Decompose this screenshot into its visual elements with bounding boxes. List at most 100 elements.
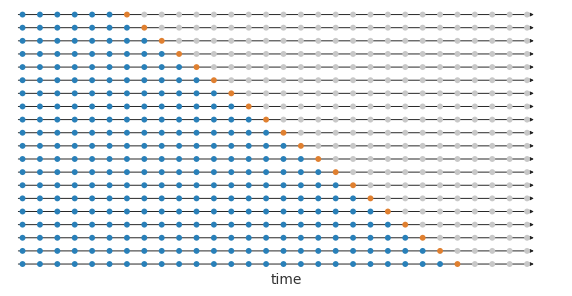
Point (244, 91, 253, 96)
Point (174, 235, 184, 240)
Point (366, 222, 375, 227)
Point (296, 130, 305, 135)
Point (53, 130, 62, 135)
Point (70, 144, 80, 148)
Point (261, 144, 271, 148)
Point (35, 157, 45, 161)
Point (331, 91, 340, 96)
Point (435, 38, 444, 43)
Point (53, 157, 62, 161)
Point (296, 144, 305, 148)
Point (53, 52, 62, 56)
Point (261, 183, 271, 188)
Point (157, 157, 166, 161)
Point (35, 130, 45, 135)
Point (418, 235, 427, 240)
Point (88, 130, 97, 135)
Point (122, 38, 132, 43)
Point (261, 196, 271, 201)
Point (140, 209, 149, 214)
Point (227, 52, 236, 56)
Point (88, 52, 97, 56)
Point (488, 235, 497, 240)
Point (383, 222, 392, 227)
Point (70, 104, 80, 109)
Point (122, 235, 132, 240)
Point (105, 38, 114, 43)
Point (140, 117, 149, 122)
Point (505, 249, 514, 253)
Point (122, 78, 132, 83)
Point (209, 104, 219, 109)
Point (505, 12, 514, 17)
Point (435, 249, 444, 253)
Point (435, 209, 444, 214)
Point (453, 157, 462, 161)
Point (435, 196, 444, 201)
Point (366, 117, 375, 122)
Point (435, 91, 444, 96)
Point (313, 65, 323, 70)
Point (192, 12, 201, 17)
Point (122, 65, 132, 70)
Point (296, 209, 305, 214)
Point (140, 130, 149, 135)
Point (488, 91, 497, 96)
Point (140, 262, 149, 266)
Point (140, 235, 149, 240)
Point (453, 130, 462, 135)
Point (383, 130, 392, 135)
Point (522, 157, 531, 161)
Point (18, 12, 27, 17)
Point (35, 249, 45, 253)
Point (313, 117, 323, 122)
Point (53, 91, 62, 96)
Point (18, 235, 27, 240)
Point (366, 104, 375, 109)
Point (174, 222, 184, 227)
Point (88, 183, 97, 188)
Point (105, 25, 114, 30)
Point (383, 144, 392, 148)
Point (174, 117, 184, 122)
Point (313, 78, 323, 83)
Point (105, 65, 114, 70)
Point (227, 25, 236, 30)
Point (313, 209, 323, 214)
Point (174, 196, 184, 201)
Point (279, 91, 288, 96)
Point (348, 104, 358, 109)
Point (105, 157, 114, 161)
Point (35, 235, 45, 240)
Point (209, 183, 219, 188)
Point (192, 249, 201, 253)
Point (522, 222, 531, 227)
Point (296, 262, 305, 266)
Point (505, 235, 514, 240)
Point (18, 38, 27, 43)
Point (35, 117, 45, 122)
Point (401, 209, 410, 214)
Point (488, 78, 497, 83)
Point (227, 65, 236, 70)
Point (348, 12, 358, 17)
Point (279, 262, 288, 266)
Point (470, 78, 479, 83)
Point (35, 144, 45, 148)
Point (435, 12, 444, 17)
Point (192, 170, 201, 174)
Point (383, 209, 392, 214)
Point (209, 222, 219, 227)
Point (401, 38, 410, 43)
Point (35, 104, 45, 109)
Point (18, 170, 27, 174)
Point (348, 78, 358, 83)
Point (88, 235, 97, 240)
Point (366, 196, 375, 201)
Point (157, 170, 166, 174)
Point (401, 117, 410, 122)
Point (401, 52, 410, 56)
Point (244, 65, 253, 70)
Point (313, 196, 323, 201)
Point (279, 104, 288, 109)
